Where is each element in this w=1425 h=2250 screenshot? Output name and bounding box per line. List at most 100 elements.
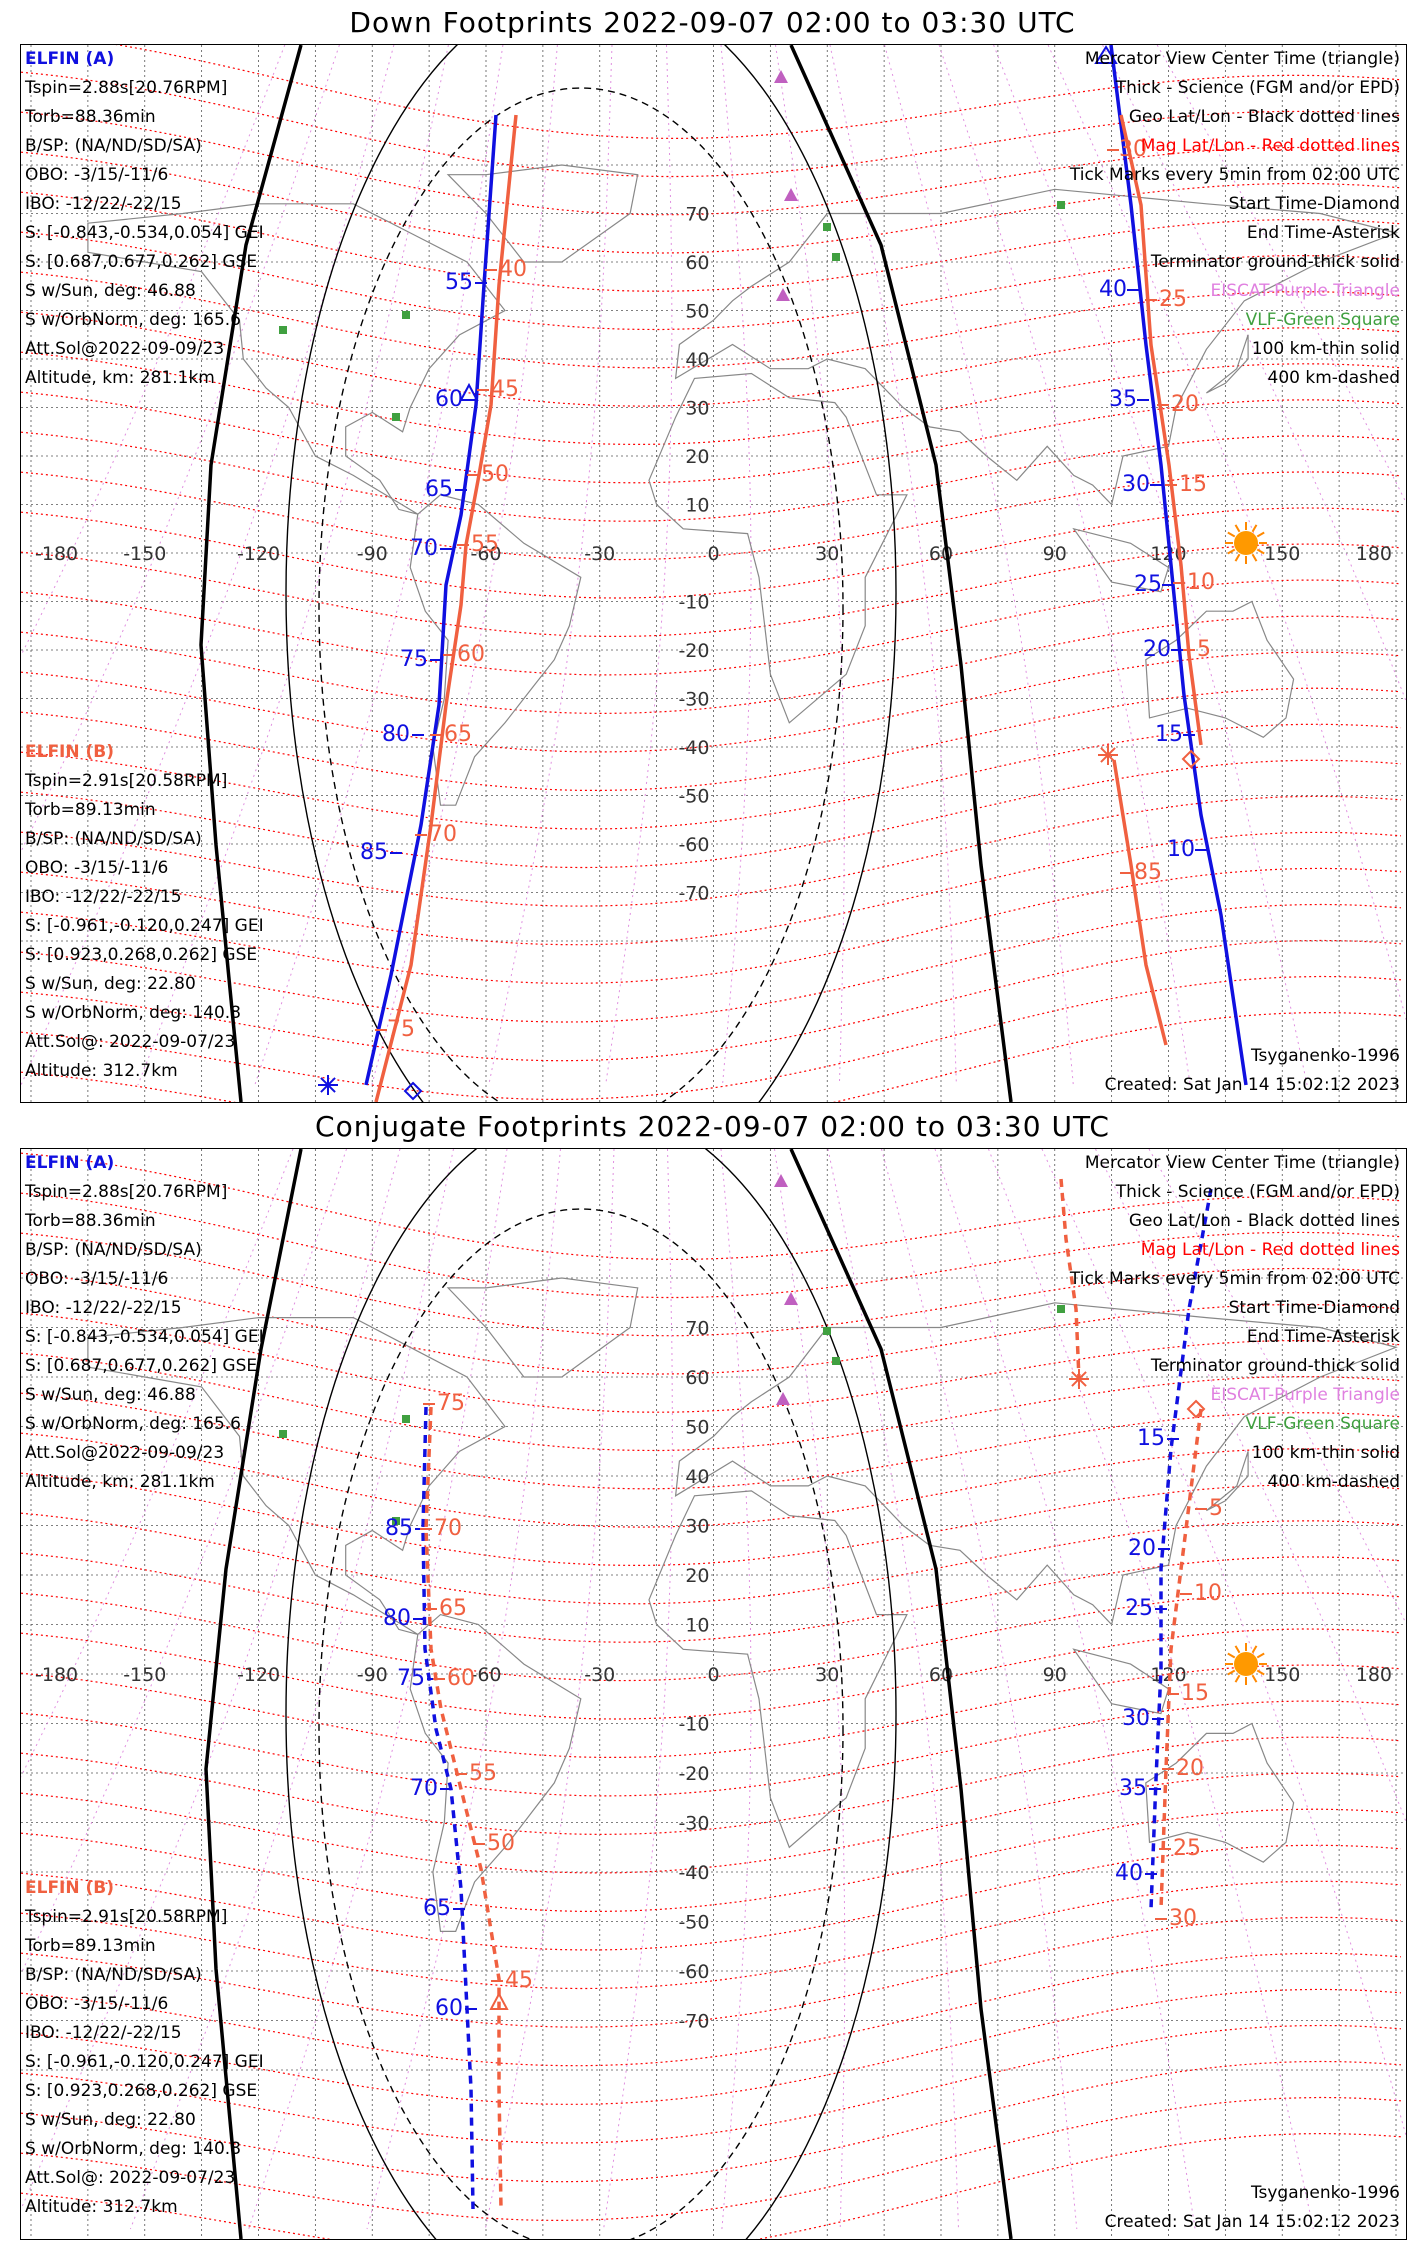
- legend-eiscat: EISCAT-Purple Triangle: [1210, 1385, 1400, 1405]
- lon-label: 30: [815, 543, 839, 565]
- end-asterisk-icon: [1069, 1369, 1089, 1389]
- panel-title-conjugate: Conjugate Footprints 2022-09-07 02:00 to…: [315, 1110, 1110, 1143]
- elfin-b-param: S w/OrbNorm, deg: 140.8: [25, 2139, 242, 2159]
- legend-ticks: Tick Marks every 5min from 02:00 UTC: [1069, 1269, 1400, 1289]
- elfin-a-param: B/SP: (NA/ND/SD/SA): [25, 136, 202, 156]
- elfin-b-ticks-west: 75 70 65 60 55 50 45: [420, 1391, 533, 1993]
- legend-terminator: Terminator ground-thick solid: [1150, 252, 1400, 272]
- eiscat-triangle-icon: [774, 70, 788, 83]
- elfin-a-param: Altitude, km: 281.1km: [25, 1472, 215, 1492]
- elfin-a-name: ELFIN (A): [25, 49, 115, 69]
- elfin-b-param: S: [-0.961,-0.120,0.247] GEI: [25, 916, 264, 936]
- legend-vlf: VLF-Green Square: [1245, 1414, 1400, 1434]
- lon-label: 90: [1043, 543, 1067, 565]
- mag-lat-lines: [21, 1152, 1402, 2239]
- lon-label: -30: [584, 1664, 615, 1686]
- elfin-b-param: Att.Sol@: 2022-09-07/23: [25, 2168, 236, 2188]
- lat-label: -60: [678, 834, 709, 856]
- time-tick-label: 40: [1115, 1861, 1143, 1886]
- terminator-east: [789, 45, 1013, 1102]
- elfin-a-param: Torb=88.36min: [25, 107, 156, 127]
- time-tick-label: 20: [1171, 392, 1199, 417]
- vlf-square-icon: [832, 1357, 840, 1365]
- time-tick-label: 70: [410, 1776, 438, 1801]
- model-label: Tsyganenko-1996: [1250, 2183, 1400, 2203]
- lat-label: 50: [685, 301, 709, 323]
- lat-label: -20: [678, 1763, 709, 1785]
- elfin-a-param: S: [0.687,0.677,0.262] GSE: [25, 252, 258, 272]
- lat-label: 70: [685, 1318, 709, 1340]
- legend-view: Mercator View Center Time (triangle): [1084, 49, 1400, 69]
- eiscat-triangle-icon: [784, 1292, 798, 1305]
- time-tick-label: 25: [1173, 1836, 1201, 1861]
- station-markers: [279, 1174, 1065, 1525]
- time-tick-label: 60: [435, 1996, 463, 2021]
- lat-label: 30: [685, 398, 709, 420]
- time-tick-label: 65: [444, 722, 472, 747]
- legend-km400: 400 km-dashed: [1267, 1472, 1400, 1492]
- eiscat-triangle-icon: [776, 1392, 790, 1405]
- legend-start: Start Time-Diamond: [1228, 1298, 1400, 1318]
- time-tick-label: 45: [505, 1968, 533, 1993]
- eiscat-triangle-icon: [784, 188, 798, 201]
- elfin-b-track-west: [374, 114, 518, 1102]
- lon-label: 180: [1356, 1664, 1392, 1686]
- time-tick-label: 55: [469, 1761, 497, 1786]
- time-tick-label: 10: [1187, 570, 1215, 595]
- vlf-square-icon: [392, 413, 400, 421]
- time-tick-label: 60: [447, 1666, 475, 1691]
- time-tick-label: 5: [1209, 1496, 1223, 1521]
- lat-label: 40: [685, 349, 709, 371]
- time-tick-label: 80: [383, 1606, 411, 1631]
- elfin-a-param: Att.Sol@2022-09-09/23: [25, 1443, 225, 1463]
- elfin-b-track-east: [1159, 1408, 1203, 1910]
- mag-lon-lines: [21, 45, 1406, 1086]
- time-tick-label: 75: [437, 1391, 465, 1416]
- elfin-b-track-east-south: [1112, 759, 1168, 1046]
- time-tick-label: 45: [491, 377, 519, 402]
- elfin-a-param: S w/OrbNorm, deg: 165.6: [25, 310, 242, 330]
- vlf-square-icon: [1057, 1305, 1065, 1313]
- lat-label: 30: [685, 1516, 709, 1538]
- legend-terminator: Terminator ground-thick solid: [1150, 1356, 1400, 1376]
- vlf-square-icon: [832, 253, 840, 261]
- vlf-square-icon: [402, 1415, 410, 1423]
- created-label: Created: Sat Jan 14 15:02:12 2023: [1104, 1075, 1400, 1095]
- mag-lat-lines: [21, 45, 1402, 1102]
- elfin-b-param: Torb=89.13min: [25, 800, 156, 820]
- coastlines: [87, 1277, 1398, 1932]
- time-tick-label: 5: [1197, 637, 1211, 662]
- time-tick-label: 25: [1134, 572, 1162, 597]
- eiscat-triangle-icon: [776, 288, 790, 301]
- elfin-b-track-west: [424, 1406, 503, 2210]
- terminator-east: [789, 1149, 1013, 2239]
- center-time-triangle-icon: [1094, 45, 1118, 64]
- time-tick-label: 60: [457, 642, 485, 667]
- time-tick-label: 20: [1143, 637, 1171, 662]
- elfin-b-param: Tspin=2.91s[20.58RPM]: [25, 771, 228, 791]
- elfin-b-param: S: [0.923,0.268,0.262] GSE: [25, 2081, 258, 2101]
- elfin-a-param: S: [0.687,0.677,0.262] GSE: [25, 1356, 258, 1376]
- elfin-b-param: Altitude: 312.7km: [25, 2197, 178, 2217]
- lat-label: 10: [685, 495, 709, 517]
- lon-label: -120: [237, 1664, 280, 1686]
- elfin-b-param: S: [-0.961,-0.120,0.247] GEI: [25, 2052, 264, 2072]
- time-tick-label: 65: [423, 1896, 451, 1921]
- center-time-triangle-icon: [489, 1991, 509, 2010]
- elfin-b-track-east: [1119, 114, 1203, 746]
- time-tick-label: 10: [1194, 1581, 1222, 1606]
- lat-label: -10: [678, 592, 709, 614]
- lat-label: 60: [685, 1367, 709, 1389]
- elfin-b-param: S: [0.923,0.268,0.262] GSE: [25, 945, 258, 965]
- lon-label: 0: [707, 1664, 719, 1686]
- elfin-a-param: S w/OrbNorm, deg: 165.6: [25, 1414, 242, 1434]
- lat-label: 60: [685, 252, 709, 274]
- legend-vlf: VLF-Green Square: [1245, 310, 1400, 330]
- elfin-a-param: S w/Sun, deg: 46.88: [25, 281, 196, 301]
- lat-label: -50: [678, 1912, 709, 1934]
- time-tick-label: 75: [397, 1666, 425, 1691]
- lat-label: -30: [678, 1813, 709, 1835]
- lon-label: -120: [237, 543, 280, 565]
- elfin-a-ticks-east: 40 35 30 25 20 15 10: [1099, 277, 1207, 862]
- time-tick-label: 15: [1155, 722, 1183, 747]
